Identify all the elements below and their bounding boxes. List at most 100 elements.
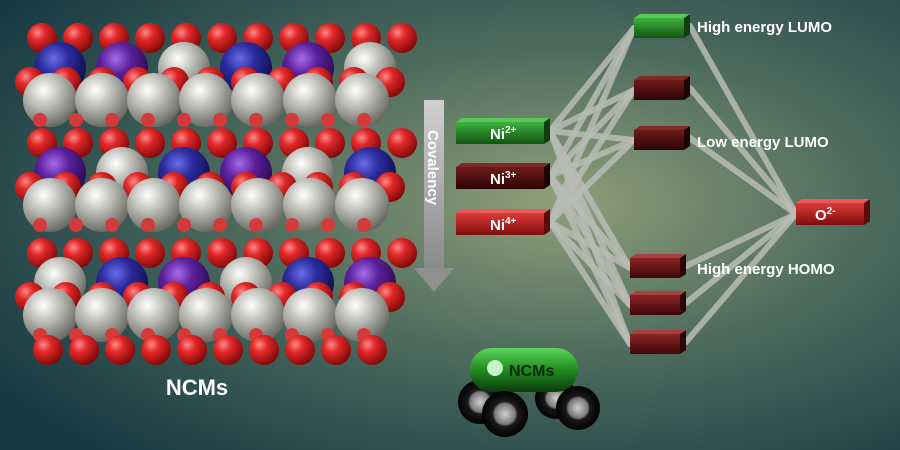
level-ni2: Ni2+ <box>456 118 550 144</box>
covalency-label: Covalency <box>424 130 441 206</box>
ni2-label: Ni <box>490 126 505 143</box>
oxygen-atom <box>249 218 263 232</box>
oxygen-atom <box>141 113 155 127</box>
level-ni4: Ni4+ <box>456 209 550 235</box>
oxygen-atom <box>141 218 155 232</box>
connector-line <box>687 23 799 217</box>
oxygen-atom <box>321 218 335 232</box>
oxygen-atom <box>141 335 171 365</box>
ni3-charge: 3+ <box>505 170 517 181</box>
connector-line <box>547 87 637 134</box>
nickel-atom <box>23 73 77 127</box>
ni4-label: Ni <box>490 217 505 234</box>
nickel-atom <box>283 288 337 342</box>
oxygen-atom <box>135 23 165 53</box>
connector-line <box>683 211 799 345</box>
nickel-atom <box>335 73 389 127</box>
orbital-connectors <box>547 23 799 347</box>
oxygen-atom <box>285 335 315 365</box>
oxygen-atom <box>207 238 237 268</box>
crystal-lattice <box>15 23 417 365</box>
ncm-car-illustration: NCMs <box>458 348 600 437</box>
oxygen-atom <box>387 23 417 53</box>
connector-line <box>547 25 637 225</box>
connector-line <box>547 219 633 271</box>
car-body <box>470 348 578 392</box>
oxygen-atom <box>33 335 63 365</box>
mo-level-4 <box>630 254 686 278</box>
car-wheel-front-right <box>556 386 600 430</box>
nickel-atom <box>23 178 77 232</box>
connector-line <box>547 25 637 179</box>
oxygen-atom <box>249 335 279 365</box>
oxygen-atom <box>135 128 165 158</box>
oxygen-atom <box>315 23 345 53</box>
oxygen-atom <box>33 113 47 127</box>
connector-line <box>547 219 633 347</box>
oxygen-atom <box>213 113 227 127</box>
level-ni3: Ni3+ <box>456 163 550 189</box>
ni3-label: Ni <box>490 171 505 188</box>
nickel-atom <box>231 73 285 127</box>
covalency-arrow <box>414 100 454 292</box>
svg-text:Ni2+: Ni2+ <box>490 125 517 143</box>
oxygen-atom <box>249 113 263 127</box>
oxygen-atom <box>321 335 351 365</box>
mo-level-1 <box>634 14 690 38</box>
oxygen-atom <box>357 218 371 232</box>
svg-text:Ni4+: Ni4+ <box>490 216 517 234</box>
oxygen-atom <box>177 218 191 232</box>
crystal-label: NCMs <box>166 375 228 400</box>
mo-level-5 <box>630 291 686 315</box>
connector-line <box>687 135 799 217</box>
connector-line <box>687 85 799 217</box>
oxygen-atom <box>69 113 83 127</box>
oxygen-atom <box>207 23 237 53</box>
nickel-atom <box>75 73 129 127</box>
svg-text:O2-: O2- <box>815 206 836 224</box>
oxygen-atom <box>69 218 83 232</box>
mo-level-6 <box>630 330 686 354</box>
oxygen-atom <box>321 113 335 127</box>
low-lumo-label: Low energy LUMO <box>697 134 829 151</box>
ni2-charge: 2+ <box>505 125 517 136</box>
nickel-atom <box>127 73 181 127</box>
oxygen-atom <box>207 128 237 158</box>
connector-line <box>547 87 637 179</box>
nickel-atom <box>23 288 77 342</box>
connector-line <box>683 211 799 306</box>
car-label: NCMs <box>509 363 554 380</box>
oxygen-atom <box>177 113 191 127</box>
level-o2: O2- <box>796 199 870 225</box>
nickel-atom <box>283 73 337 127</box>
connector-line <box>547 87 637 225</box>
nickel-atom <box>283 178 337 232</box>
nickel-atom <box>127 288 181 342</box>
oxygen-atom <box>357 335 387 365</box>
oxygen-atom <box>213 335 243 365</box>
oxygen-atom <box>177 335 207 365</box>
oxygen-atom <box>315 238 345 268</box>
oxygen-atom <box>357 113 371 127</box>
oxygen-atom <box>33 218 47 232</box>
mo-level-2 <box>634 76 690 100</box>
oxygen-atom <box>387 128 417 158</box>
oxygen-atom <box>387 238 417 268</box>
connector-line <box>683 211 799 269</box>
oxygen-atom <box>69 335 99 365</box>
nickel-atom <box>231 178 285 232</box>
high-lumo-label: High energy LUMO <box>697 19 832 36</box>
nickel-atom <box>127 178 181 232</box>
oxygen-atom <box>213 218 227 232</box>
oxygen-atom <box>315 128 345 158</box>
oxygen-atom <box>285 113 299 127</box>
connector-line <box>547 25 637 134</box>
svg-text:Ni3+: Ni3+ <box>490 170 517 188</box>
nickel-atom <box>335 288 389 342</box>
ni4-charge: 4+ <box>505 216 517 227</box>
oxygen-atom <box>105 218 119 232</box>
o2-charge: 2- <box>827 206 836 217</box>
car-wheel-front-left <box>482 391 528 437</box>
oxygen-atom <box>285 218 299 232</box>
